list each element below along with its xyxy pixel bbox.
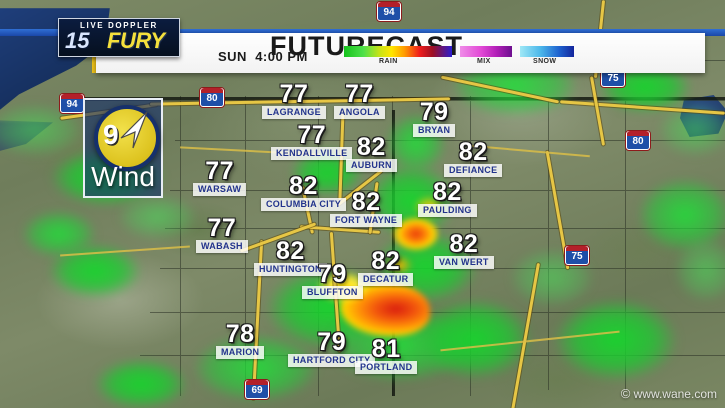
shield-route-number: 94 — [383, 7, 395, 18]
city-temp-paulding: 82 PAULDING — [418, 180, 477, 217]
shield-route-number: 75 — [607, 73, 619, 84]
city-name: VAN WERT — [434, 256, 494, 269]
shield-cap — [201, 88, 223, 93]
city-temp-portland: 81 PORTLAND — [355, 335, 418, 374]
city-temperature: 79 — [317, 328, 347, 356]
wind-speed-value: 9 — [103, 119, 119, 150]
city-temp-hartford-city: 79 HARTFORD CITY — [288, 328, 376, 367]
shield-route-number: 94 — [66, 99, 78, 110]
city-temp-auburn: 82 AUBURN — [346, 135, 397, 172]
city-temp-lagrange: 77 LAGRANGE — [262, 82, 326, 119]
city-temperature: 77 — [279, 80, 309, 108]
city-name: HARTFORD CITY — [288, 354, 376, 367]
city-temperature: 82 — [351, 188, 381, 216]
city-temperature: 77 — [297, 121, 327, 149]
city-temperature: 82 — [458, 138, 488, 166]
city-temperature: 82 — [357, 133, 386, 161]
city-temp-bryan: 79 BRYAN — [413, 98, 456, 137]
city-temperature: 77 — [345, 80, 374, 108]
city-temp-fort-wayne: 82 FORT WAYNE — [330, 188, 403, 227]
forecast-timestamp: SUN 4:00 PM — [218, 49, 308, 65]
shield-route-number: 80 — [632, 136, 644, 147]
city-name: WARSAW — [193, 183, 247, 196]
city-temp-decatur: 82 DECATUR — [358, 247, 414, 286]
highway-shield-icon-94-0: 94 — [377, 2, 401, 21]
wind-dial — [94, 105, 160, 171]
legend-label-rain: RAIN — [379, 58, 398, 65]
city-name: MARION — [216, 346, 265, 359]
wind-badge: 9 Wind — [83, 98, 163, 198]
watermark: © www.wane.com — [620, 386, 717, 402]
legend-bar-snow — [520, 46, 574, 57]
shield-cap — [627, 131, 649, 136]
city-name: PORTLAND — [355, 361, 418, 374]
city-name: BLUFFTON — [302, 286, 363, 299]
city-temp-huntington: 82 HUNTINGTON — [254, 239, 327, 276]
city-temperature: 81 — [371, 335, 401, 363]
highway-shield-icon-80-3: 80 — [626, 131, 650, 150]
city-temperature: 77 — [207, 214, 237, 242]
legend-label-mix: MIX — [477, 58, 491, 65]
shield-route-number: 69 — [251, 385, 263, 396]
shield-cap — [378, 2, 400, 7]
copyright-icon: © — [620, 386, 631, 401]
city-name: COLUMBIA CITY — [261, 198, 347, 211]
shield-cap — [246, 380, 268, 385]
forecast-day: SUN — [218, 49, 247, 64]
shield-route-number: 75 — [571, 251, 583, 262]
forecast-time: 4:00 PM — [255, 49, 308, 64]
shield-route-number: 80 — [206, 93, 218, 104]
legend-bar-rain — [344, 46, 452, 57]
city-temperature: 82 — [432, 178, 462, 206]
city-name: HUNTINGTON — [254, 263, 327, 276]
city-temperature: 78 — [225, 320, 255, 348]
logo-tagline: LIVE DOPPLER — [80, 21, 158, 30]
highway-shield-icon-94-1: 94 — [60, 94, 84, 113]
city-name: BRYAN — [413, 124, 456, 137]
header-blue-strip — [0, 29, 725, 36]
logo-fury-word: FURY — [107, 28, 165, 53]
city-name: LAGRANGE — [262, 106, 326, 119]
city-temperature: 82 — [449, 230, 479, 258]
legend-label-snow: SNOW — [533, 58, 557, 65]
city-temperature: 79 — [419, 98, 449, 126]
watermark-url: www.wane.com — [633, 387, 717, 401]
highway-shield-icon-69-6: 69 — [245, 380, 269, 399]
city-temp-marion: 78 MARION — [216, 320, 265, 359]
city-temp-van-wert: 82 VAN WERT — [434, 232, 494, 269]
city-name: AUBURN — [346, 159, 397, 172]
wind-arrow-icon — [120, 111, 148, 149]
shield-cap — [61, 94, 83, 99]
city-temp-defiance: 82 DEFIANCE — [444, 138, 503, 177]
highway-shield-icon-75-5: 75 — [565, 246, 589, 265]
legend-bar-mix — [460, 46, 512, 57]
city-name: ANGOLA — [334, 106, 385, 119]
city-temperature: 82 — [289, 172, 318, 200]
city-temp-columbia-city: 82 COLUMBIA CITY — [261, 172, 347, 211]
city-name: DEFIANCE — [444, 164, 503, 177]
city-temp-warsaw: 77 WARSAW — [193, 157, 247, 196]
city-temp-bluffton: 79 BLUFFTON — [302, 262, 363, 299]
city-temperature: 77 — [205, 157, 235, 185]
city-temperature: 79 — [317, 260, 347, 288]
highway-shield-icon-75-4: 75 — [601, 68, 625, 87]
logo-channel-number: 15 — [65, 28, 90, 53]
city-name: PAULDING — [418, 204, 477, 217]
city-name: DECATUR — [358, 273, 414, 286]
city-temp-kendallville: 77 KENDALLVILLE — [271, 121, 353, 160]
city-temperature: 82 — [276, 237, 305, 265]
highway-shield-icon-80-2: 80 — [200, 88, 224, 107]
city-temp-angola: 77 ANGOLA — [334, 82, 385, 119]
city-temperature: 82 — [371, 247, 401, 275]
city-name: FORT WAYNE — [330, 214, 403, 227]
shield-cap — [566, 246, 588, 251]
wind-label: Wind — [91, 161, 155, 192]
city-name: WABASH — [196, 240, 248, 253]
city-temp-wabash: 77 WABASH — [196, 216, 248, 253]
live-doppler-logo: LIVE DOPPLER 15 FURY — [58, 18, 180, 57]
city-name: KENDALLVILLE — [271, 147, 353, 160]
